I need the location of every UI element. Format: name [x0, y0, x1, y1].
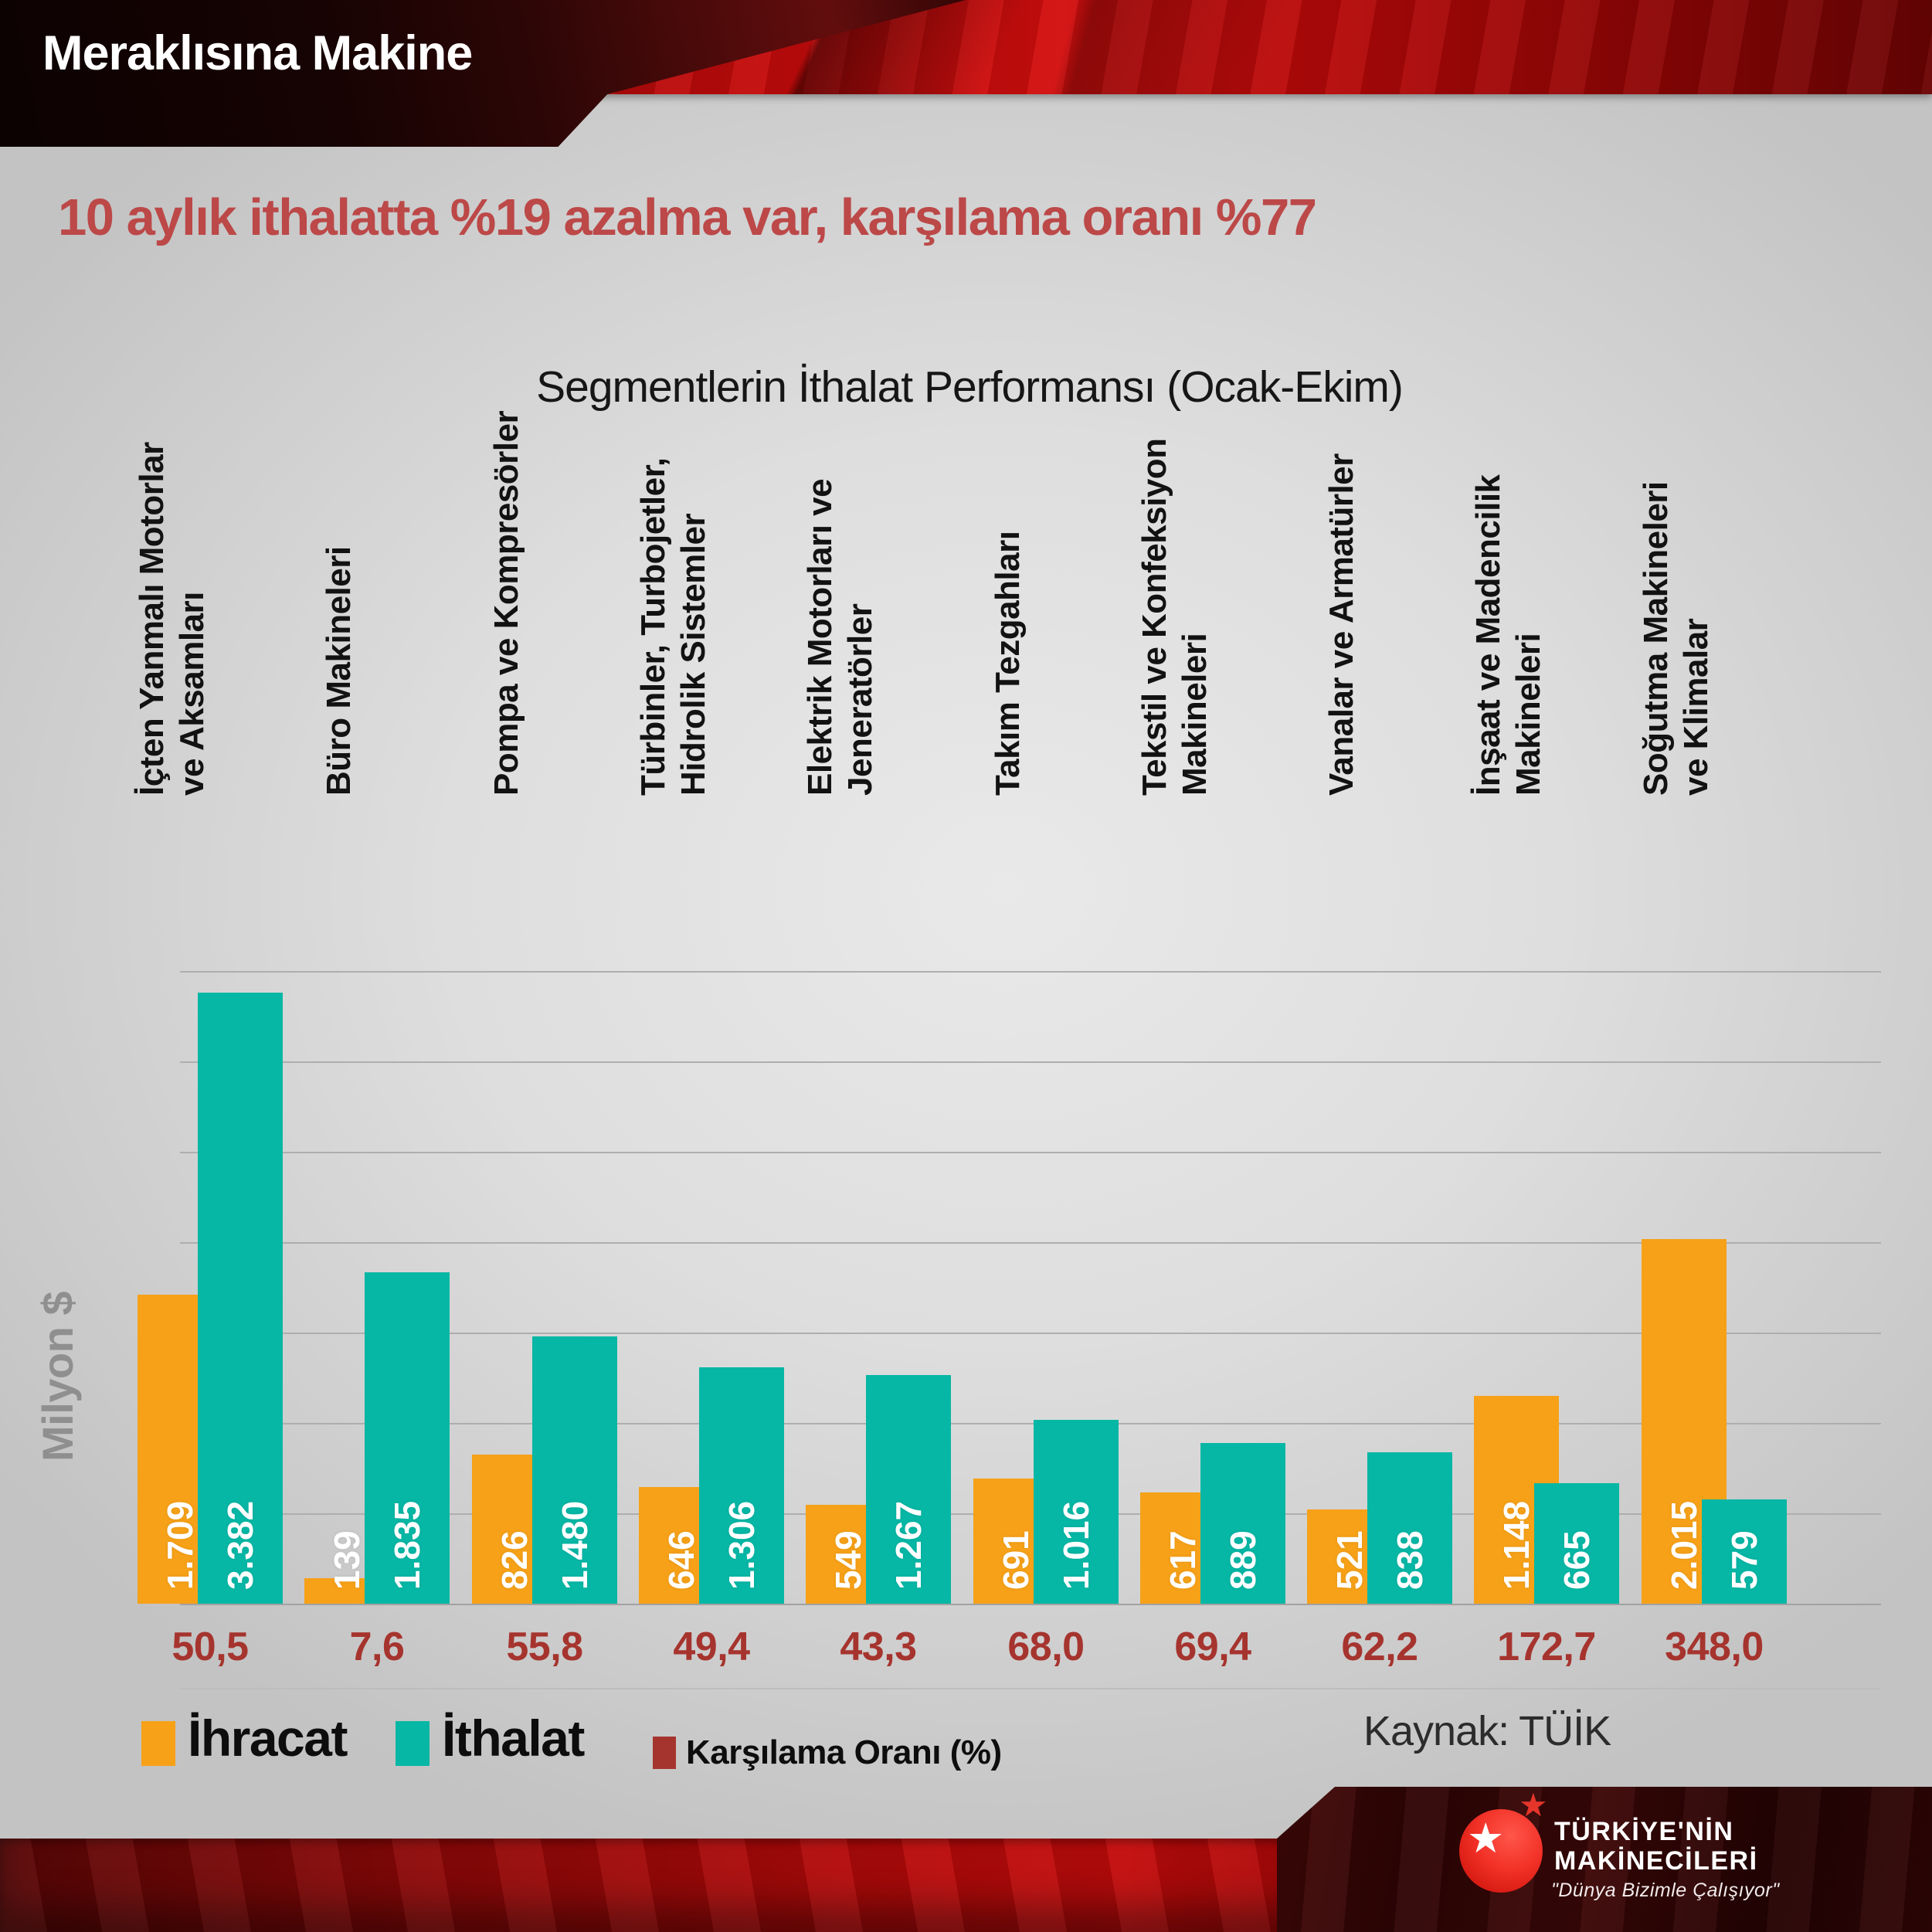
bar-value-ithalat: 1.267: [888, 1500, 929, 1590]
gridline: [180, 1333, 1881, 1334]
category-label: Pompa ve Kompresörler: [487, 410, 525, 796]
bar-ithalat: [1534, 1483, 1619, 1604]
axis-subline: [180, 1688, 1881, 1689]
bar-ithalat: [198, 993, 283, 1604]
category-label: Vanalar ve Armatürler: [1323, 453, 1360, 796]
bar-value-ihracat: 521: [1329, 1530, 1370, 1590]
gridline: [180, 1242, 1881, 1244]
gridline: [180, 1604, 1881, 1605]
bar-value-ihracat: 1.709: [160, 1500, 200, 1590]
bar-ithalat: [532, 1336, 617, 1604]
bar-value-ihracat: 1.148: [1496, 1500, 1536, 1590]
ratio-value: 62,2: [1341, 1625, 1418, 1669]
logo-small-star-icon: ★: [1519, 1787, 1548, 1823]
logo-star-icon: ★: [1467, 1815, 1505, 1862]
bar-value-ithalat: 1.480: [555, 1500, 595, 1590]
category-label: Elektrik Motorları ve Jeneratörler: [801, 478, 879, 796]
bar-value-ithalat: 665: [1557, 1530, 1597, 1590]
category-label: Soğutma Makineleri ve Klimalar: [1637, 481, 1715, 796]
bar-value-ihracat: 691: [996, 1530, 1036, 1590]
bar-value-ithalat: 579: [1724, 1530, 1764, 1590]
legend-label-karsilama-orani: Karşılama Oranı (%): [686, 1733, 1002, 1771]
gridline: [180, 1152, 1881, 1153]
category-label: İnşaat ve Madencilik Makineleri: [1469, 474, 1547, 796]
gridline: [180, 1423, 1881, 1424]
headline: 10 aylık ithalatta %19 azalma var, karşı…: [58, 188, 1317, 246]
bar-value-ihracat: 549: [828, 1530, 868, 1590]
ratio-value: 69,4: [1174, 1625, 1251, 1669]
legend-swatch-karsilama-orani: [653, 1737, 676, 1769]
bar-value-ihracat: 617: [1163, 1530, 1203, 1590]
bar-value-ithalat: 3.382: [220, 1500, 260, 1590]
category-label: Tekstil ve Konfeksiyon Makineleri: [1136, 438, 1214, 796]
bar-value-ihracat: 139: [327, 1530, 367, 1590]
ratio-value: 55,8: [506, 1625, 583, 1669]
brand-title: Meraklısına Makine: [42, 26, 473, 80]
bar-value-ithalat: 838: [1390, 1530, 1430, 1590]
legend-swatch-ithalat: [396, 1721, 430, 1766]
logo-title-line1: TÜRKİYE'NİN: [1554, 1817, 1734, 1846]
bar-value-ithalat: 1.016: [1056, 1500, 1096, 1590]
legend-label-ihracat: İhracat: [188, 1710, 348, 1767]
logo-slogan: "Dünya Bizimle Çalışıyor": [1551, 1879, 1780, 1901]
bar-ithalat: [1367, 1452, 1452, 1604]
ratio-value: 348,0: [1665, 1625, 1764, 1669]
bar-ithalat: [699, 1367, 784, 1604]
bar-ithalat: [866, 1375, 951, 1604]
ratio-value: 68,0: [1007, 1625, 1085, 1669]
category-label: Türbinler, Turbojetler, Hidrolik Sisteml…: [634, 457, 712, 796]
gridline: [180, 971, 1881, 973]
ratio-value: 172,7: [1497, 1625, 1596, 1669]
category-label: Büro Makineleri: [320, 546, 358, 796]
bar-value-ithalat: 889: [1223, 1530, 1263, 1590]
ratio-value: 7,6: [349, 1625, 405, 1669]
bar-value-ihracat: 2.015: [1664, 1500, 1704, 1590]
bar-value-ithalat: 1.835: [387, 1500, 427, 1590]
logo-circle: [1459, 1809, 1543, 1893]
category-label: Takım Tezgahları: [989, 531, 1027, 796]
ratio-value: 50,5: [171, 1625, 249, 1669]
bar-value-ithalat: 1.306: [722, 1500, 762, 1590]
category-label: İçten Yanmalı Motorlar ve Aksamları: [133, 442, 211, 796]
chart-title: Segmentlerin İthalat Performansı (Ocak-E…: [536, 362, 1404, 412]
bar-value-ihracat: 646: [661, 1530, 701, 1590]
footer-dark-corner: [1277, 1787, 1932, 1932]
bar-ithalat: [1034, 1420, 1119, 1604]
bar-ithalat: [1702, 1499, 1787, 1604]
source-label: Kaynak: TÜİK: [1363, 1708, 1611, 1754]
bar-ithalat: [1200, 1443, 1285, 1604]
legend-swatch-ihracat: [141, 1721, 175, 1766]
logo-title-line2: MAKİNECİLERİ: [1554, 1846, 1758, 1876]
bar-value-ihracat: 826: [494, 1530, 535, 1590]
ratio-value: 49,4: [673, 1625, 750, 1669]
bar-ithalat: [365, 1272, 450, 1604]
gridline: [180, 1061, 1881, 1063]
ratio-value: 43,3: [840, 1625, 917, 1669]
legend-label-ithalat: İthalat: [442, 1710, 585, 1767]
